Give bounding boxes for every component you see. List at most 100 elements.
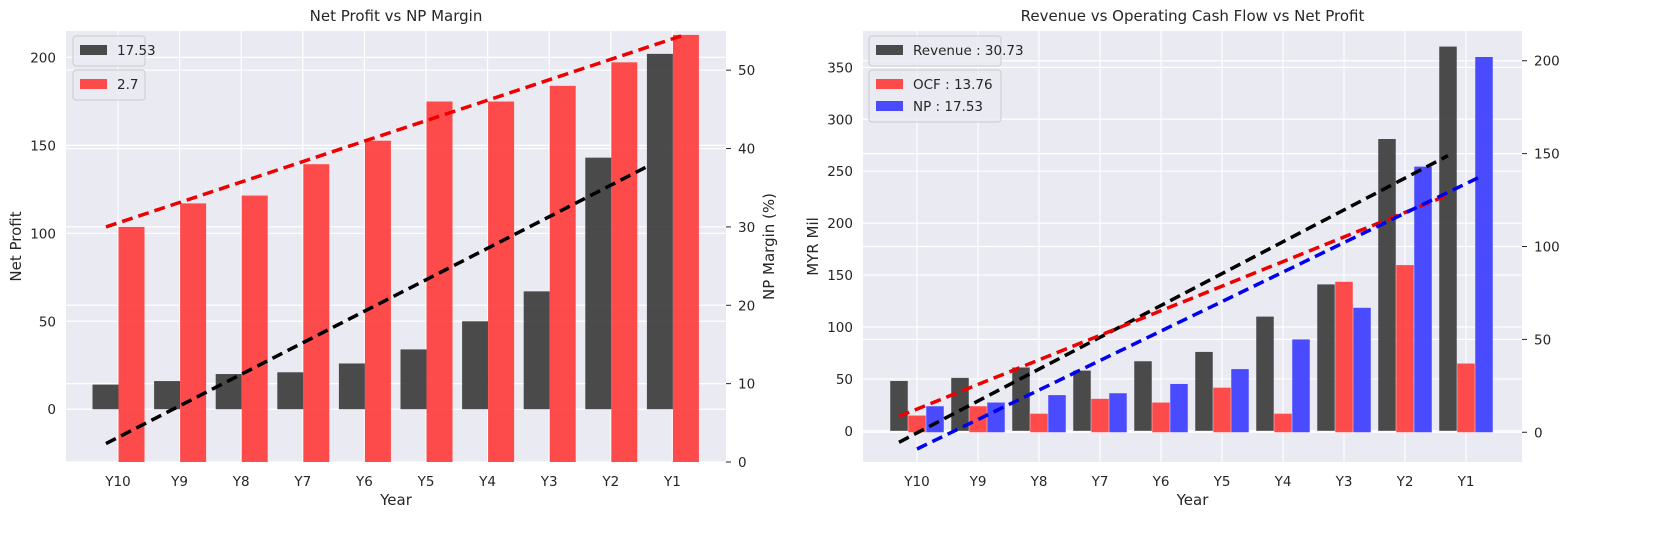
- y-right-tick-label: 20: [738, 298, 755, 314]
- bar-left-series-0: [277, 372, 304, 410]
- legend-label: Revenue : 30.73: [913, 43, 1024, 59]
- y-right-tick-label: 0: [1534, 425, 1543, 441]
- bar-right-series-1: [1274, 413, 1292, 433]
- bar-left-series-0: [1012, 367, 1030, 431]
- y-tick-label: 100: [827, 320, 853, 336]
- bar-right-series-2: [1353, 307, 1371, 433]
- y-axis-label: MYR Mil: [804, 217, 822, 276]
- bar-right-series-1: [118, 226, 145, 462]
- bar-left-series-0: [1134, 361, 1152, 431]
- bar-right-series-1: [969, 406, 987, 433]
- x-tick-label: Y2: [601, 474, 619, 490]
- y-right-tick-label: 100: [1534, 240, 1560, 256]
- legend-swatch: [876, 101, 903, 111]
- x-tick-label: Y7: [293, 474, 311, 490]
- x-tick-label: Y3: [540, 474, 558, 490]
- bar-right-series-1: [180, 203, 207, 462]
- x-tick-label: Y8: [232, 474, 250, 490]
- bar-right-series-1: [1396, 265, 1414, 433]
- y-right-tick-label: 40: [738, 142, 755, 158]
- bar-left-series-0: [92, 384, 119, 410]
- bar-right-series-2: [1231, 369, 1249, 433]
- bar-right-series-2: [926, 406, 944, 433]
- x-axis-label: Year: [379, 491, 413, 509]
- x-tick-label: Y3: [1335, 474, 1353, 490]
- bar-left-series-0: [338, 363, 365, 410]
- bar-right-series-1: [1213, 387, 1231, 433]
- y-tick-label: 300: [827, 112, 853, 128]
- bar-left-series-0: [646, 53, 673, 410]
- legend-swatch: [80, 45, 107, 55]
- trendline: [898, 193, 1449, 418]
- x-tick-label: Y5: [1213, 474, 1231, 490]
- bar-right-series-1: [908, 415, 926, 433]
- chart-revenue-ocf-np: 0 50 100 150 200 250 300 350 0 50 100 150 200 Y10 Y9 Y8…: [804, 7, 1560, 509]
- y-right-tick-label: 50: [738, 63, 755, 79]
- bar-left-series-0: [585, 157, 612, 410]
- bar-right-series-2: [1475, 57, 1493, 433]
- y-tick-label: 150: [827, 268, 853, 284]
- chart-title: Net Profit vs NP Margin: [310, 7, 483, 25]
- x-tick-label: Y4: [1274, 474, 1292, 490]
- y-tick-label: 100: [30, 226, 56, 242]
- y-right-axis-label: NP Margin (%): [760, 193, 778, 300]
- bar-left-series-0: [400, 349, 427, 410]
- bar-left-series-0: [951, 377, 969, 431]
- y-tick-label: 350: [827, 60, 853, 76]
- bar-right-series-2: [1109, 393, 1127, 433]
- y-axis-label: Net Profit: [7, 211, 25, 281]
- bar-left-series-0: [1439, 46, 1457, 431]
- legend-swatch: [876, 45, 903, 55]
- bar-right-series-1: [611, 62, 638, 462]
- x-tick-label: Y7: [1091, 474, 1109, 490]
- x-tick-label: Y5: [417, 474, 435, 490]
- bar-right-series-1: [672, 34, 699, 462]
- legend-swatch: [876, 79, 903, 89]
- x-tick-label: Y8: [1030, 474, 1048, 490]
- y-right-tick-label: 150: [1534, 147, 1560, 163]
- bar-right-series-1: [1152, 402, 1170, 433]
- bar-right-series-1: [241, 195, 268, 462]
- legend-box: [868, 35, 1002, 67]
- y-right-tick-label: 200: [1534, 54, 1560, 70]
- bar-right-series-2: [1048, 395, 1066, 433]
- y-tick-label: 200: [30, 50, 56, 66]
- bar-right-series-1: [1030, 413, 1048, 433]
- y-right-tick-label: 0: [738, 455, 747, 471]
- legend-label: NP : 17.53: [913, 99, 983, 115]
- bar-right-series-2: [1170, 383, 1188, 433]
- y-right-tick-label: 30: [738, 220, 755, 236]
- y-tick-label: 250: [827, 164, 853, 180]
- bar-left-series-0: [462, 321, 489, 410]
- bar-right-series-1: [1457, 363, 1475, 433]
- x-tick-label: Y6: [1152, 474, 1170, 490]
- x-axis-label: Year: [1176, 491, 1210, 509]
- chart-net-profit-vs-np-margin: 0 50 100 150 200 0 10 20 30 40 50 Y10 Y9 Y8 Y7 Y6 Y5 Y4 Y3…: [7, 7, 778, 509]
- legend-label: 2.7: [117, 77, 138, 93]
- y-tick-label: 150: [30, 138, 56, 154]
- bar-right-series-1: [1335, 281, 1353, 433]
- legend-box: [72, 69, 146, 101]
- trendline: [898, 154, 1449, 444]
- legend-label: 17.53: [117, 43, 156, 59]
- bar-right-series-1: [549, 85, 576, 462]
- x-tick-label: Y6: [355, 474, 373, 490]
- bar-left-series-0: [154, 381, 181, 410]
- y-right-tick-label: 50: [1534, 332, 1551, 348]
- x-tick-label: Y9: [170, 474, 188, 490]
- x-tick-label: Y10: [104, 474, 130, 490]
- bar-left-series-0: [890, 380, 908, 431]
- x-tick-label: Y4: [478, 474, 496, 490]
- bar-right-series-1: [303, 164, 330, 462]
- y-right-tick-label: 10: [738, 377, 755, 393]
- x-tick-label: Y1: [663, 474, 681, 490]
- legend-box: [72, 35, 146, 67]
- bar-left-series-0: [1195, 351, 1213, 431]
- x-tick-label: Y10: [903, 474, 929, 490]
- bar-left-series-0: [1256, 316, 1274, 431]
- bar-left-series-0: [1378, 139, 1396, 431]
- bar-right-series-1: [426, 101, 453, 462]
- y-tick-label: 0: [47, 402, 56, 418]
- x-tick-label: Y9: [969, 474, 987, 490]
